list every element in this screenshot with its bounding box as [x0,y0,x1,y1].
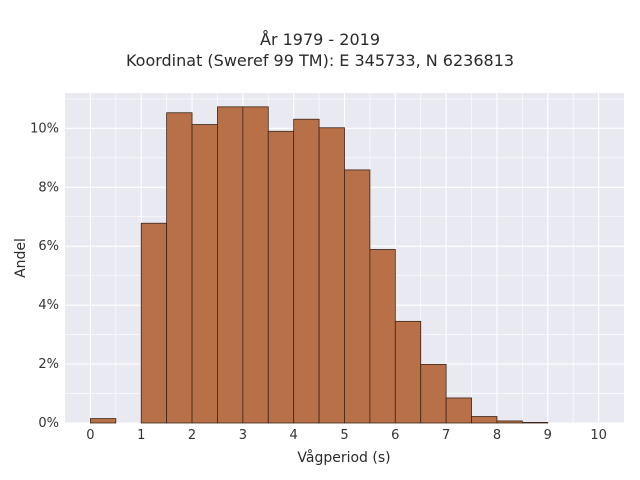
histogram-bar [140,222,168,424]
histogram-bar [90,418,117,424]
histogram-bar [369,249,396,424]
histogram-bar [191,124,218,424]
x-tick-label: 1 [137,428,145,443]
histogram-bar [445,397,472,424]
histogram-bar [344,169,371,424]
histogram-bar [293,118,320,424]
histogram-bar [166,112,193,424]
histogram-bar [496,420,523,424]
histogram-bar [267,130,295,424]
y-tick-label: 6% [38,239,59,254]
y-tick-label: 8% [38,180,59,195]
histogram-bar [521,422,549,424]
y-tick-label: 4% [38,298,59,313]
chart-title: År 1979 - 2019 [260,30,380,49]
y-tick-label: 0% [38,416,59,431]
x-tick-label: 10 [590,428,607,443]
x-tick-label: 3 [239,428,247,443]
histogram-bar [217,106,244,424]
x-tick-label: 5 [340,428,348,443]
x-tick-label: 6 [391,428,399,443]
x-tick-label: 8 [493,428,501,443]
x-tick-label: 4 [290,428,298,443]
x-tick-label: 9 [544,428,552,443]
histogram-bar [420,363,447,424]
x-axis-label: Vågperiod (s) [297,449,390,466]
histogram-bar [318,127,345,424]
histogram-bar [471,416,498,424]
histogram-bar [394,320,422,424]
y-axis-label: Andel [13,238,29,278]
x-tick-label: 0 [86,428,94,443]
y-tick-label: 2% [38,357,59,372]
x-tick-label: 2 [188,428,196,443]
y-tick-label: 10% [30,121,59,136]
chart-subtitle: Koordinat (Sweref 99 TM): E 345733, N 62… [125,51,515,70]
x-tick-label: 7 [442,428,450,443]
histogram-bar [242,106,269,424]
